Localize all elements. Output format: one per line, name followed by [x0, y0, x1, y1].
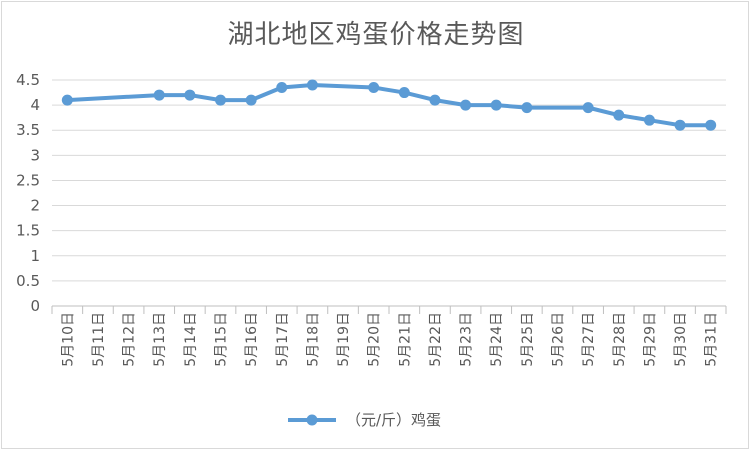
x-tick-label: 5月31日 [704, 312, 720, 367]
data-point [613, 109, 625, 121]
data-point [460, 99, 472, 111]
gridlines [52, 79, 726, 307]
y-tick-label: 0 [30, 297, 40, 315]
series-layer [61, 79, 717, 131]
y-tick-label: 2.5 [16, 171, 40, 189]
x-tick-label: 5月23日 [459, 312, 475, 367]
x-tick-label: 5月25日 [520, 312, 536, 367]
x-tick-label: 5月27日 [581, 312, 597, 367]
y-tick-label: 1 [30, 247, 40, 265]
data-point [521, 102, 533, 114]
legend: （元/斤）鸡蛋 [288, 411, 441, 429]
x-tick-label: 5月11日 [91, 312, 107, 367]
data-point [61, 94, 73, 106]
chart-title: 湖北地区鸡蛋价格走势图 [227, 20, 525, 50]
data-point [674, 119, 686, 131]
data-point [245, 94, 257, 106]
data-point [398, 87, 410, 99]
x-tick-label: 5月19日 [336, 312, 352, 367]
data-point [184, 89, 196, 101]
data-point [490, 99, 502, 111]
x-tick-label: 5月30日 [673, 312, 689, 367]
legend-point-marker [306, 414, 318, 426]
x-tick-label: 5月16日 [244, 312, 260, 367]
x-tick-label: 5月22日 [428, 312, 444, 367]
data-point [643, 114, 655, 126]
x-tick-label: 5月29日 [642, 312, 658, 367]
y-tick-label: 1.5 [16, 222, 40, 240]
data-point [276, 82, 288, 94]
x-tick-label: 5月13日 [152, 312, 168, 367]
x-tick-label: 5月15日 [214, 312, 230, 367]
x-tick-label: 5月20日 [367, 312, 383, 367]
x-axis: 5月10日 5月11日 5月12日 5月13日 5月14日 5月15日 5月16日 5月17日… [51, 305, 727, 367]
data-point [705, 119, 717, 131]
x-tick-label: 5月12日 [122, 312, 138, 367]
data-point [582, 102, 594, 114]
x-tick-label: 5月14日 [183, 312, 199, 367]
x-tick-label: 5月17日 [275, 312, 291, 367]
data-point [368, 82, 380, 94]
legend-label: （元/斤）鸡蛋 [346, 411, 441, 429]
y-tick-label: 4 [30, 96, 40, 114]
data-point [153, 89, 165, 101]
data-point [215, 94, 226, 106]
y-tick-label: 4.5 [16, 71, 40, 89]
x-tick-label: 5月21日 [397, 312, 413, 367]
x-tick-label: 5月18日 [305, 312, 321, 367]
y-tick-label: 2 [30, 197, 40, 215]
x-tick-label: 5月10日 [60, 312, 76, 367]
y-axis-ticks: 0 0.5 1 1.5 2 2.5 3 3.5 4 4.5 [16, 71, 40, 315]
x-tick-label: 5月28日 [612, 312, 628, 367]
y-tick-label: 3 [30, 146, 40, 164]
data-point [306, 79, 318, 91]
x-tick-label: 5月26日 [551, 312, 567, 367]
x-tick-label: 5月24日 [489, 312, 505, 367]
y-tick-label: 0.5 [16, 272, 40, 290]
data-point [429, 94, 441, 106]
y-tick-label: 3.5 [16, 121, 40, 139]
